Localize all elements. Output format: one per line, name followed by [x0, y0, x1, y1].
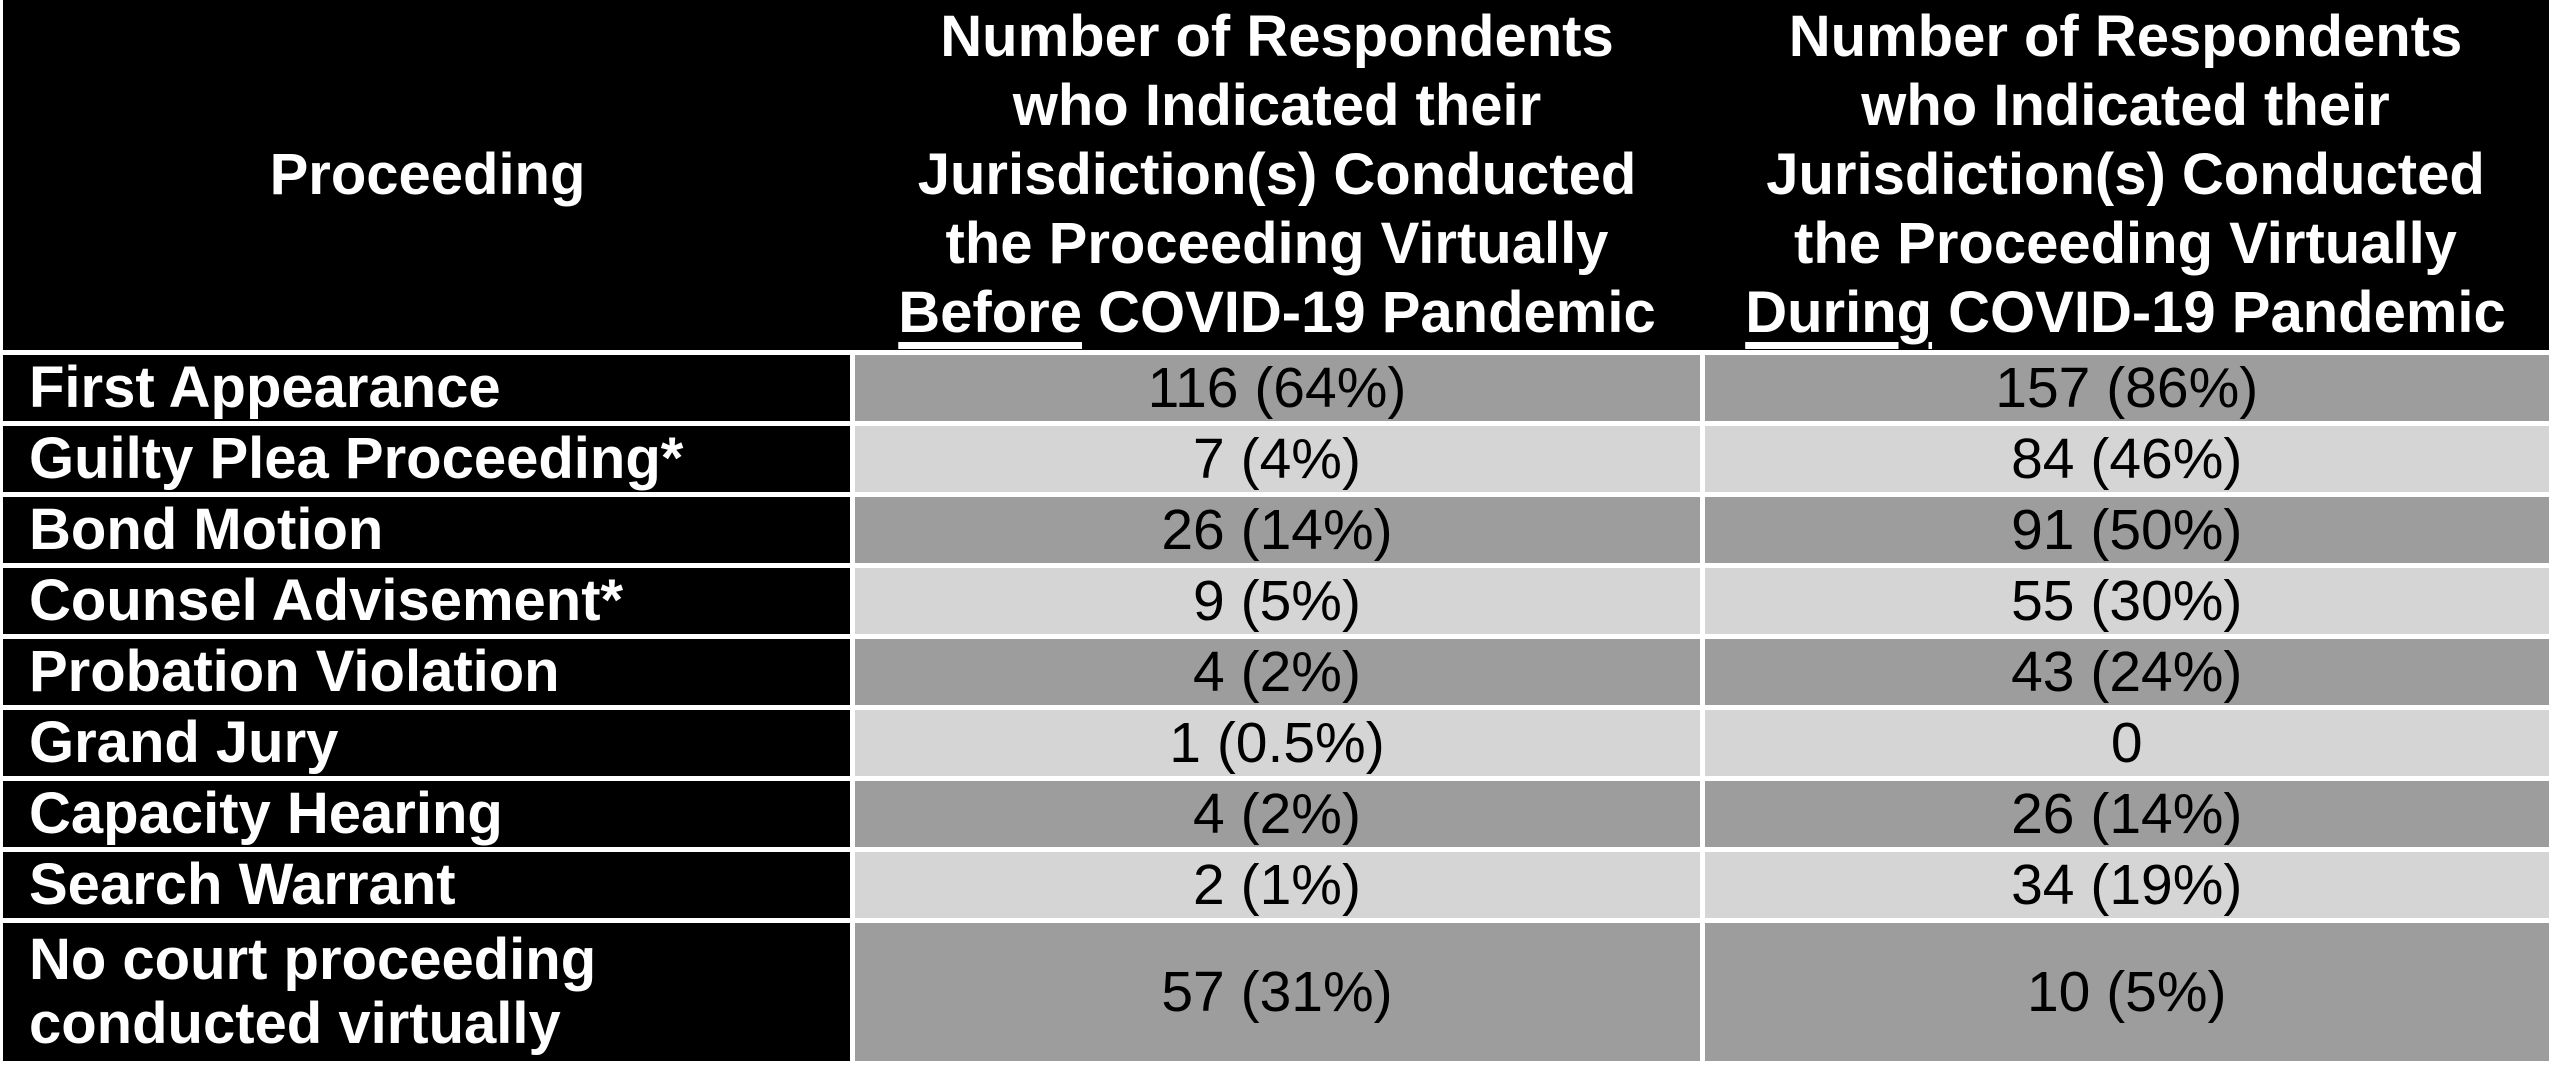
row-label: Counsel Advisement*	[3, 562, 855, 639]
during-value: 91 (50%)	[1699, 491, 2549, 568]
table-header: Proceeding Number of Respondents who Ind…	[3, 0, 2549, 355]
header-before-top-lines: Number of Respondents who Indicated thei…	[917, 4, 1637, 277]
during-value: 10 (5%)	[1699, 917, 2549, 1061]
during-value: 43 (24%)	[1699, 633, 2549, 710]
row-label: Search Warrant	[3, 846, 855, 923]
during-value: 55 (30%)	[1699, 562, 2549, 639]
col-header-during-pandemic: Number of Respondents who Indicated thei…	[1702, 0, 2549, 355]
row-label: No court proceeding conducted virtually	[3, 917, 855, 1061]
table-row-guilty-plea: Guilty Plea Proceeding* 7 (4%) 84 (46%)	[3, 420, 2549, 497]
before-value: 2 (1%)	[849, 846, 1705, 923]
table-row-search-warrant: Search Warrant 2 (1%) 34 (19%)	[3, 846, 2549, 923]
before-value: 116 (64%)	[849, 349, 1705, 426]
header-during-underlined-word: During	[1745, 280, 1933, 346]
during-value: 84 (46%)	[1699, 420, 2549, 497]
row-label: Grand Jury	[3, 704, 855, 781]
before-value: 4 (2%)	[849, 633, 1705, 710]
during-value: 157 (86%)	[1699, 349, 2549, 426]
row-label: Probation Violation	[3, 633, 855, 710]
header-during-last-line-rest: COVID-19 Pandemic	[1932, 280, 2506, 346]
col-header-before-pandemic: Number of Respondents who Indicated thei…	[852, 0, 1702, 355]
header-before-last-line-rest: COVID-19 Pandemic	[1081, 280, 1656, 346]
table-row-counsel-advisement: Counsel Advisement* 9 (5%) 55 (30%)	[3, 562, 2549, 639]
before-value: 57 (31%)	[849, 917, 1705, 1061]
before-value: 9 (5%)	[849, 562, 1705, 639]
during-value: 26 (14%)	[1699, 775, 2549, 852]
table-row-first-appearance: First Appearance 116 (64%) 157 (86%)	[3, 349, 2549, 426]
during-value: 34 (19%)	[1699, 846, 2549, 923]
header-during-top-lines: Number of Respondents who Indicated thei…	[1766, 4, 2485, 277]
table-row-bond-motion: Bond Motion 26 (14%) 91 (50%)	[3, 491, 2549, 568]
during-value: 0	[1699, 704, 2549, 781]
header-before-last-line: Before COVID-19 Pandemic	[852, 278, 1702, 347]
virtual-proceedings-table: Proceeding Number of Respondents who Ind…	[3, 0, 2549, 1061]
col-header-proceeding: Proceeding	[3, 0, 852, 355]
table-row-no-virtual-proceeding: No court proceeding conducted virtually …	[3, 917, 2549, 1061]
row-label: Bond Motion	[3, 491, 855, 568]
before-value: 26 (14%)	[849, 491, 1705, 568]
table-body: First Appearance 116 (64%) 157 (86%) Gui…	[3, 349, 2549, 1061]
row-label: First Appearance	[3, 349, 855, 426]
row-label: Capacity Hearing	[3, 775, 855, 852]
before-value: 1 (0.5%)	[849, 704, 1705, 781]
before-value: 7 (4%)	[849, 420, 1705, 497]
table-row-probation-violation: Probation Violation 4 (2%) 43 (24%)	[3, 633, 2549, 710]
header-before-underlined-word: Before	[898, 280, 1082, 346]
table-row-capacity-hearing: Capacity Hearing 4 (2%) 26 (14%)	[3, 775, 2549, 852]
header-row: Proceeding Number of Respondents who Ind…	[3, 0, 2549, 355]
table-row-grand-jury: Grand Jury 1 (0.5%) 0	[3, 704, 2549, 781]
before-value: 4 (2%)	[849, 775, 1705, 852]
row-label: Guilty Plea Proceeding*	[3, 420, 855, 497]
header-during-last-line: During COVID-19 Pandemic	[1702, 278, 2549, 347]
